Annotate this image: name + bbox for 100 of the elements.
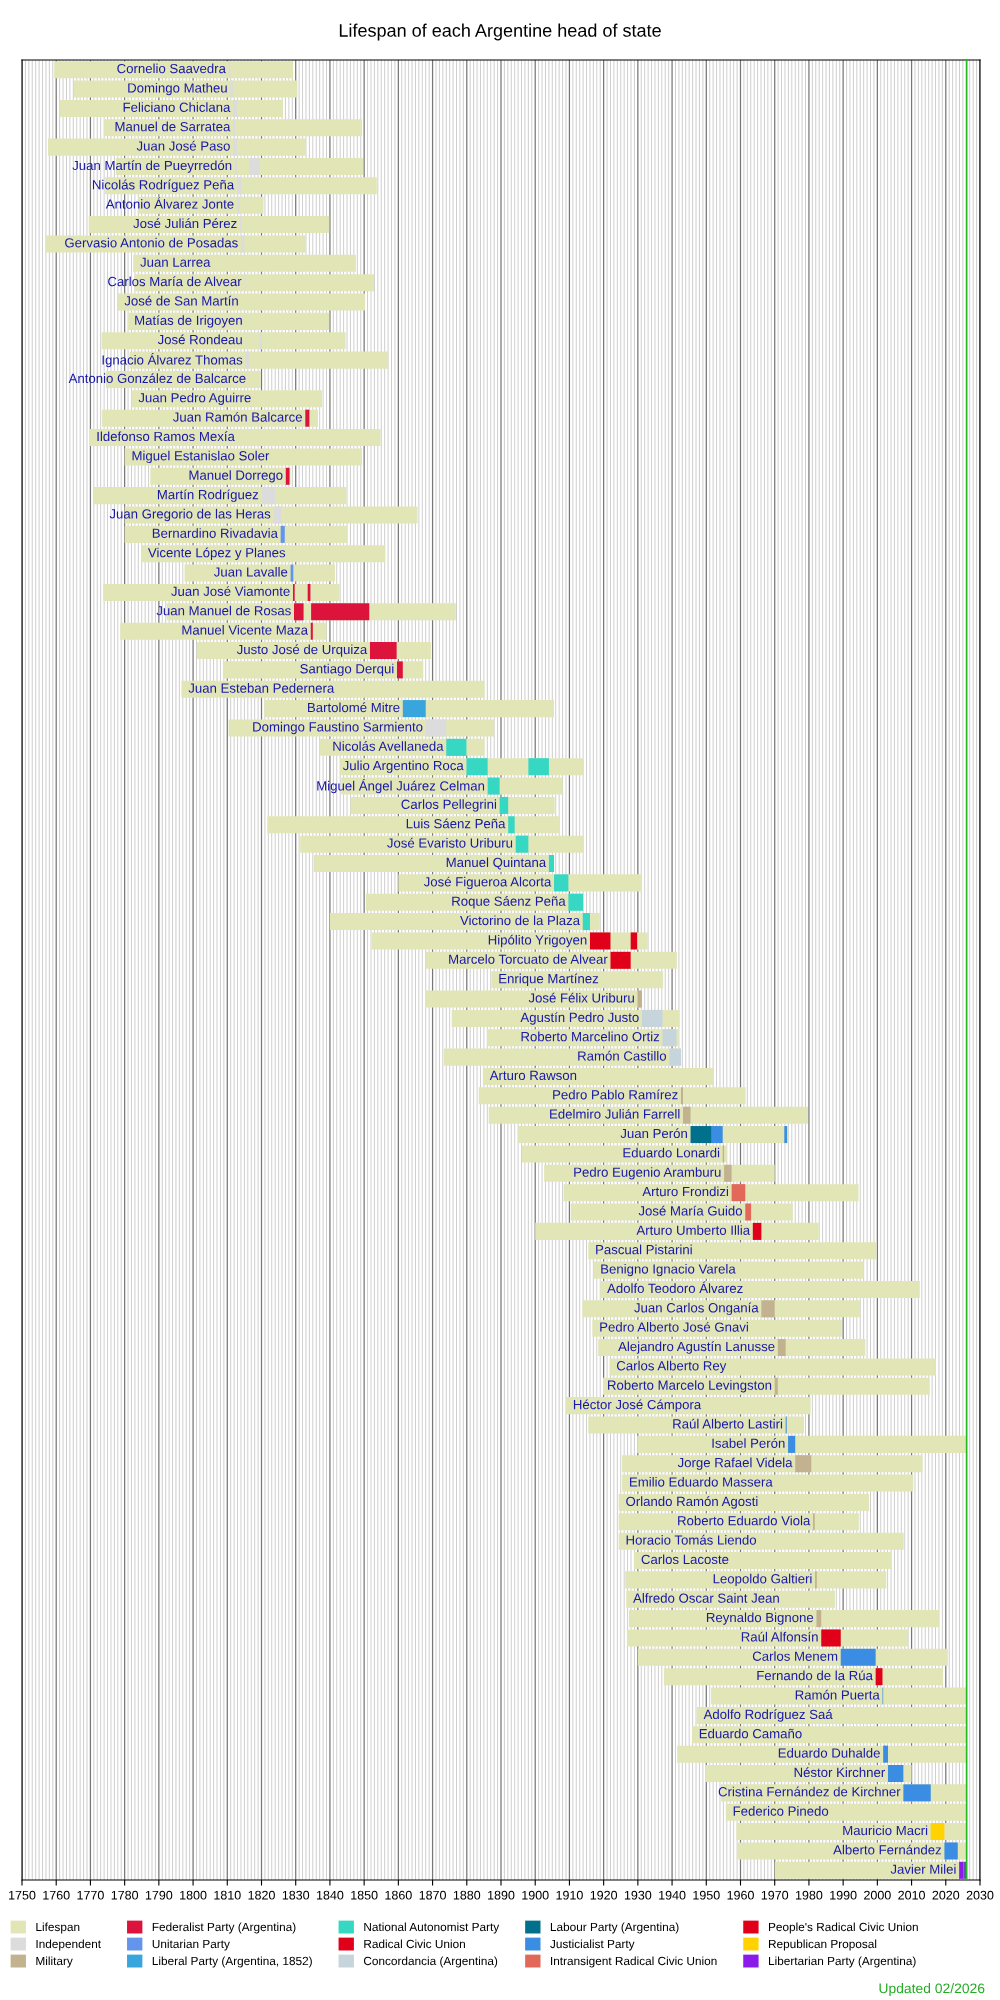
y-tick-label: Enrique Martínez [499,973,599,986]
y-tick-label: Juan Lavalle [213,566,288,577]
bar [554,874,569,892]
bar [150,467,291,485]
bar [285,467,290,485]
bar [548,854,555,873]
x-tick-label: 1750 [9,1890,36,1900]
bar [245,351,249,369]
y-tick-label: Horacio Tomás Liendo [626,1534,757,1545]
y-tick-label: Juan Pedro Aguirre [138,392,251,405]
y-tick-label: Leopoldo Galtieri [713,1573,812,1587]
y-tick-label: José Evaristo Uriburu [387,837,513,848]
legend-label: Republican Proposal [768,1939,877,1951]
bar [425,719,447,737]
bar [669,1048,681,1066]
bar [45,235,306,253]
bar [488,1106,808,1124]
bar [131,390,323,408]
x-tick-label: 1940 [659,1890,686,1900]
y-tick-label: Eduardo Duhalde [778,1748,880,1758]
bar [570,1203,793,1221]
legend-label: Unitarian Party [152,1939,230,1951]
x-tick-label: 1800 [180,1890,207,1900]
legend-label: Liberal Party (Argentina, 1852) [152,1956,312,1968]
legend-label: Justicialist Party [550,1939,635,1951]
x-tick-label: 2020 [932,1890,960,1900]
y-tick-label: Feliciano Chiclana [123,102,231,112]
y-tick-label: Javier Milei [890,1864,956,1874]
x-tick-label: 1880 [453,1890,481,1900]
bar [930,1823,945,1841]
bar [369,642,397,660]
bar [466,758,488,776]
bar [788,1435,796,1453]
y-tick-label: Vicente López y Planes [147,547,286,560]
bar [662,1029,677,1047]
x-tick-label: 1850 [351,1890,378,1900]
bar [600,1280,920,1298]
bar [588,1242,877,1260]
bar [124,448,363,466]
bar [350,796,555,814]
bar [630,932,638,950]
bar [236,196,240,214]
x-tick-label: 1830 [282,1890,310,1900]
bar [181,680,485,698]
y-tick-label: Juan Gregorio de las Heras [109,508,271,522]
bar [184,564,336,582]
bar [610,951,631,969]
bar [821,1629,841,1647]
y-tick-label: Ildefonso Ramos Mexía [97,431,235,442]
bar [618,1532,904,1550]
y-tick-label: Adolfo Rodríguez Saá [703,1709,833,1722]
y-tick-label: Manuel de Sarratea [115,121,231,132]
y-tick-label: Juan Perón [620,1128,687,1139]
y-tick-label: Luis Sáenz Peña [406,818,506,829]
y-tick-label: Juan Esteban Pedernera [188,683,335,693]
legend-label: Libertarian Party (Argentina) [768,1956,916,1968]
y-tick-label: Eduardo Camaño [699,1728,802,1739]
y-tick-label: Martín Rodríguez [157,489,259,502]
x-tick-label: 1770 [77,1890,104,1900]
y-tick-label: Jorge Rafael Videla [677,1457,793,1470]
y-tick-label: Julio Argentino Roca [342,760,464,773]
bar [117,293,366,311]
x-tick-label: 1950 [693,1890,720,1900]
bar [582,913,590,931]
y-tick-label: José Julián Pérez [133,218,237,229]
bar [294,603,304,621]
bar [222,661,424,679]
y-tick-label: Héctor José Cámpora [573,1399,702,1412]
y-tick-label: Carlos María de Alvear [108,276,242,287]
bar [528,758,549,776]
bar [731,1184,746,1202]
y-tick-label: Manuel Vicente Maza [182,625,309,635]
bar [725,1803,967,1821]
y-tick-label: Miguel Ángel Juárez Celman [317,778,485,794]
legend-label: Radical Civic Union [364,1939,465,1949]
bar [683,1106,691,1124]
bar [637,1435,967,1453]
y-tick-label: Alejandro Agustín Lanusse [618,1341,775,1354]
y-tick-label: Domingo Matheu [128,82,227,96]
y-tick-label: Carlos Alberto Rey [616,1360,727,1374]
bar [233,119,236,137]
bar [329,913,600,931]
bar [598,1339,866,1357]
x-tick-label: 1900 [522,1890,549,1900]
bar [508,816,515,834]
x-tick-label: 1760 [43,1890,70,1900]
bar [396,661,403,679]
bar [593,1261,864,1279]
y-tick-label: José de San Martín [124,295,238,306]
y-tick-label: Juan Carlos Onganía [634,1302,759,1316]
bar [622,1455,923,1473]
legend-label: Labour Party (Argentina) [550,1922,679,1934]
y-tick-label: Nicolás Avellaneda [333,741,444,751]
x-tick-label: 1920 [590,1890,618,1900]
bar [103,583,340,601]
bar [711,1126,723,1144]
y-tick-label: Eduardo Lonardi [623,1147,720,1158]
bar [264,700,555,718]
legend-label: Federalist Party (Argentina) [152,1922,296,1934]
y-tick-label: Alfredo Oscar Saint Jean [633,1593,779,1603]
